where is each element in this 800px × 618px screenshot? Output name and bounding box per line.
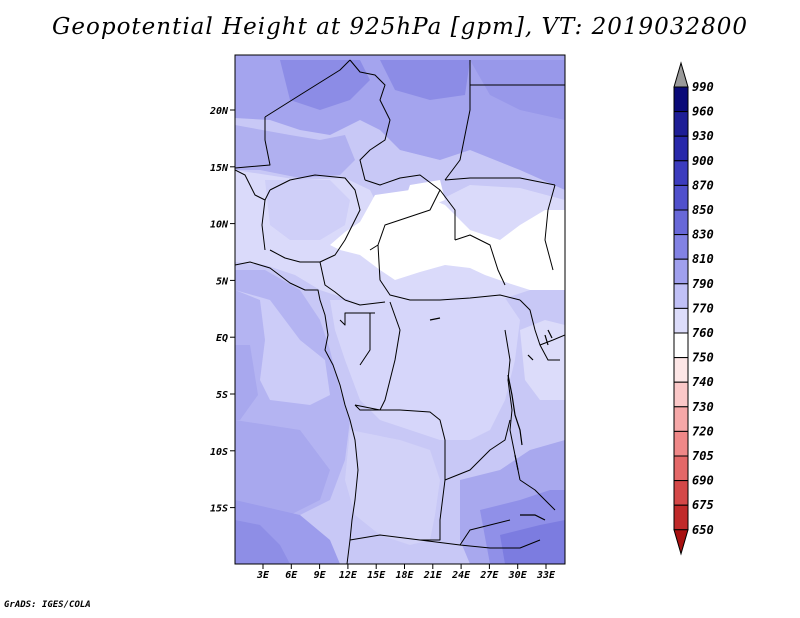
colorbar-swatch (673, 406, 689, 432)
colorbar-label: 960 (692, 105, 714, 119)
lon-label: 27E (479, 570, 499, 581)
colorbar-label: 650 (692, 523, 714, 537)
colorbar-top-arrow (673, 61, 689, 88)
map-title: Geopotential Height at 925hPa [gpm], VT:… (52, 14, 748, 40)
colorbar-label: 740 (692, 375, 714, 389)
colorbar-label: 750 (692, 351, 714, 365)
colorbar-label: 720 (692, 424, 714, 438)
lon-label: 30E (508, 570, 528, 581)
colorbar-label: 690 (692, 474, 714, 488)
colorbar-swatch (673, 480, 689, 506)
lat-label: 10S (210, 447, 228, 458)
lon-label: 6E (285, 570, 298, 581)
colorbar-swatch (673, 357, 689, 383)
lon-label: 9E (314, 570, 327, 581)
colorbar-swatch (673, 307, 689, 334)
colorbar-swatch (673, 209, 689, 236)
colorbar-swatch (673, 283, 689, 309)
latitude-axis: 20N 15N 10N 5N EQ 5S 10S 15S (209, 106, 235, 515)
colorbar-label: 900 (692, 154, 714, 168)
colorbar-label: 990 (692, 80, 714, 94)
colorbar-swatch (673, 430, 689, 457)
colorbar-swatch (673, 184, 689, 211)
colorbar-label: 675 (692, 498, 714, 512)
colorbar-swatch (673, 258, 689, 285)
lon-label: 15E (367, 570, 386, 581)
lat-label: 5S (216, 390, 228, 401)
colorbar: 990 960 930 900 870 850 830 810 790 770 760 750 740 7… (673, 61, 714, 556)
grads-credit: GrADS: IGES/COLA (4, 600, 91, 610)
lon-label: 3E (256, 570, 270, 581)
lat-label: 20N (209, 106, 229, 117)
colorbar-label: 730 (692, 400, 714, 414)
colorbar-label: 810 (692, 252, 714, 266)
colorbar-bottom-arrow (673, 529, 689, 556)
lon-label: 18E (395, 570, 414, 581)
lon-label: 12E (339, 570, 358, 581)
lat-label: 5N (216, 276, 229, 287)
colorbar-label: 705 (692, 449, 714, 463)
lat-label: 15S (210, 504, 228, 515)
colorbar-swatch (673, 135, 689, 162)
lat-label: EQ (216, 333, 228, 344)
colorbar-label: 790 (692, 277, 714, 291)
lon-label: 33E (536, 570, 556, 581)
lon-label: 24E (451, 570, 471, 581)
colorbar-swatch (673, 332, 689, 359)
colorbar-label: 770 (692, 301, 714, 315)
colorbar-swatch (673, 381, 689, 408)
colorbar-label: 850 (692, 203, 714, 217)
colorbar-swatch (673, 455, 689, 482)
colorbar-swatch (673, 111, 689, 137)
map-panel (235, 55, 565, 564)
colorbar-label: 760 (692, 326, 714, 340)
colorbar-swatch (673, 160, 689, 186)
longitude-axis: 3E 6E 9E 12E 15E 18E 21E 24E 27E 30E 33E (256, 564, 556, 581)
colorbar-label: 830 (692, 228, 714, 242)
lat-label: 15N (210, 163, 229, 174)
colorbar-label: 870 (692, 178, 714, 192)
lat-label: 10N (210, 220, 229, 231)
colorbar-swatch (673, 504, 689, 531)
colorbar-swatch (673, 86, 689, 113)
colorbar-label: 930 (692, 129, 714, 143)
map-frame (234, 54, 566, 565)
lon-label: 21E (423, 570, 443, 581)
colorbar-swatch (673, 234, 689, 260)
